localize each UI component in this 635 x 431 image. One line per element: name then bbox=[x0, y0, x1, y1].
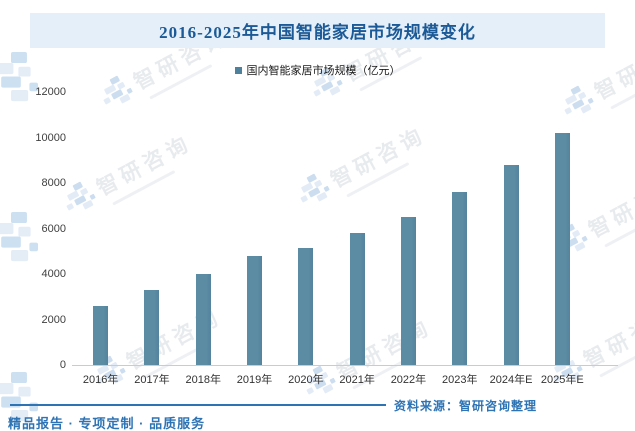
legend: 国内智能家居市场规模（亿元） bbox=[0, 62, 635, 78]
bar-slot: 2017年 bbox=[126, 92, 177, 386]
y-tick-label: 10000 bbox=[35, 131, 66, 144]
y-tick-label: 8000 bbox=[41, 177, 66, 190]
x-tick-label: 2023年 bbox=[441, 374, 478, 386]
bar bbox=[349, 233, 365, 365]
watermark-brand-text: 智研咨询 bbox=[585, 173, 635, 243]
y-axis: 0 2000 4000 6000 8000 10000 12000 bbox=[0, 86, 66, 371]
source-note: 资料来源：智研咨询整理 bbox=[394, 399, 538, 413]
legend-swatch-icon bbox=[234, 66, 242, 74]
footer-tagline: 精品报告 · 专项定制 · 品质服务 bbox=[8, 416, 206, 431]
x-tick-label: 2024年E bbox=[489, 374, 533, 386]
bar bbox=[400, 217, 416, 365]
bar-slot: 2018年 bbox=[178, 92, 229, 386]
bar bbox=[195, 274, 211, 365]
y-tick-label: 4000 bbox=[41, 268, 66, 281]
x-tick-label: 2025年E bbox=[540, 374, 584, 386]
y-tick-label: 0 bbox=[59, 359, 66, 371]
title-band: 2016-2025年中国智能家居市场规模变化 bbox=[30, 13, 605, 48]
bar bbox=[93, 305, 109, 365]
y-tick-label: 12000 bbox=[35, 86, 66, 98]
bar bbox=[144, 289, 160, 365]
bar-slot: 2023年 bbox=[434, 92, 485, 386]
x-tick-label: 2019年 bbox=[236, 374, 273, 386]
bar-slot: 2025年E bbox=[537, 92, 588, 386]
bar bbox=[247, 255, 263, 365]
footer-divider bbox=[10, 404, 386, 406]
bars: 2016年 2017年 2018年 2019年 2020年 2021年 2022年 2023年… bbox=[75, 92, 588, 386]
legend-label: 国内智能家居市场规模（亿元） bbox=[246, 65, 401, 77]
bar-slot: 2020年 bbox=[280, 92, 331, 386]
bar bbox=[298, 247, 314, 365]
y-tick-label: 2000 bbox=[41, 313, 66, 326]
bar-slot: 2016年 bbox=[75, 92, 126, 386]
bar bbox=[503, 164, 519, 365]
bar-slot: 2019年 bbox=[229, 92, 280, 386]
bar bbox=[554, 132, 570, 365]
bar-slot: 2021年 bbox=[331, 92, 382, 386]
bar bbox=[452, 192, 468, 365]
y-tick-label: 6000 bbox=[41, 222, 66, 235]
bar-slot: 2022年 bbox=[383, 92, 434, 386]
chart-title: 2016-2025年中国智能家居市场规模变化 bbox=[159, 23, 476, 42]
x-axis-line bbox=[72, 365, 618, 366]
bar-slot: 2024年E bbox=[485, 92, 536, 386]
